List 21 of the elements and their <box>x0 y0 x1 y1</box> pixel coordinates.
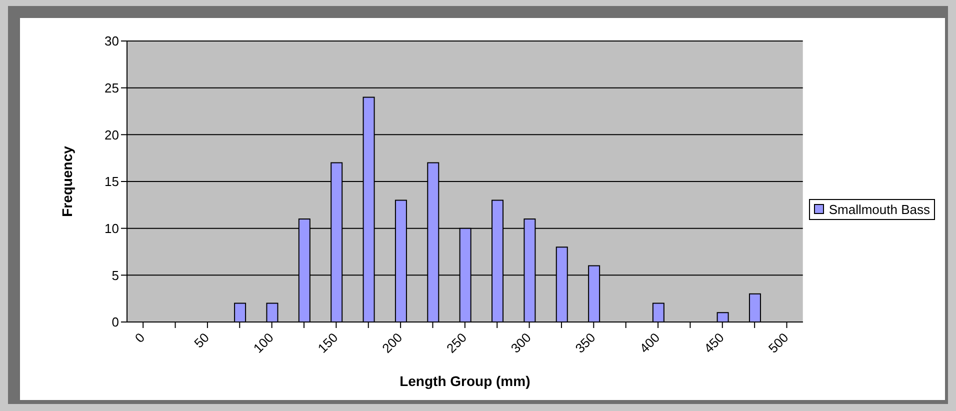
y-tick-label: 10 <box>104 220 119 236</box>
x-tick-label: 500 <box>765 330 792 356</box>
x-tick-label: 250 <box>444 330 470 356</box>
x-tick-label: 350 <box>572 330 598 356</box>
x-tick-label: 0 <box>132 330 148 346</box>
y-tick-label: 30 <box>104 34 119 49</box>
x-tick-label: 400 <box>636 330 663 356</box>
x-tick-label: 150 <box>314 330 341 356</box>
y-tick-label: 20 <box>104 127 119 142</box>
y-axis-title: Frequency <box>58 146 75 217</box>
x-tick-label: 450 <box>700 330 727 356</box>
x-tick-label: 100 <box>250 330 276 356</box>
x-tick-label: 300 <box>508 330 534 356</box>
legend-label: Smallmouth Bass <box>828 202 930 216</box>
y-tick-label: 15 <box>104 174 119 190</box>
x-tick-label: 50 <box>191 330 212 351</box>
y-tick-label: 5 <box>112 268 119 283</box>
x-tick-label: 200 <box>379 330 406 356</box>
x-axis-title: Length Group (mm) <box>400 373 530 389</box>
y-tick-label: 0 <box>112 314 119 330</box>
y-tick-label: 25 <box>104 80 119 96</box>
